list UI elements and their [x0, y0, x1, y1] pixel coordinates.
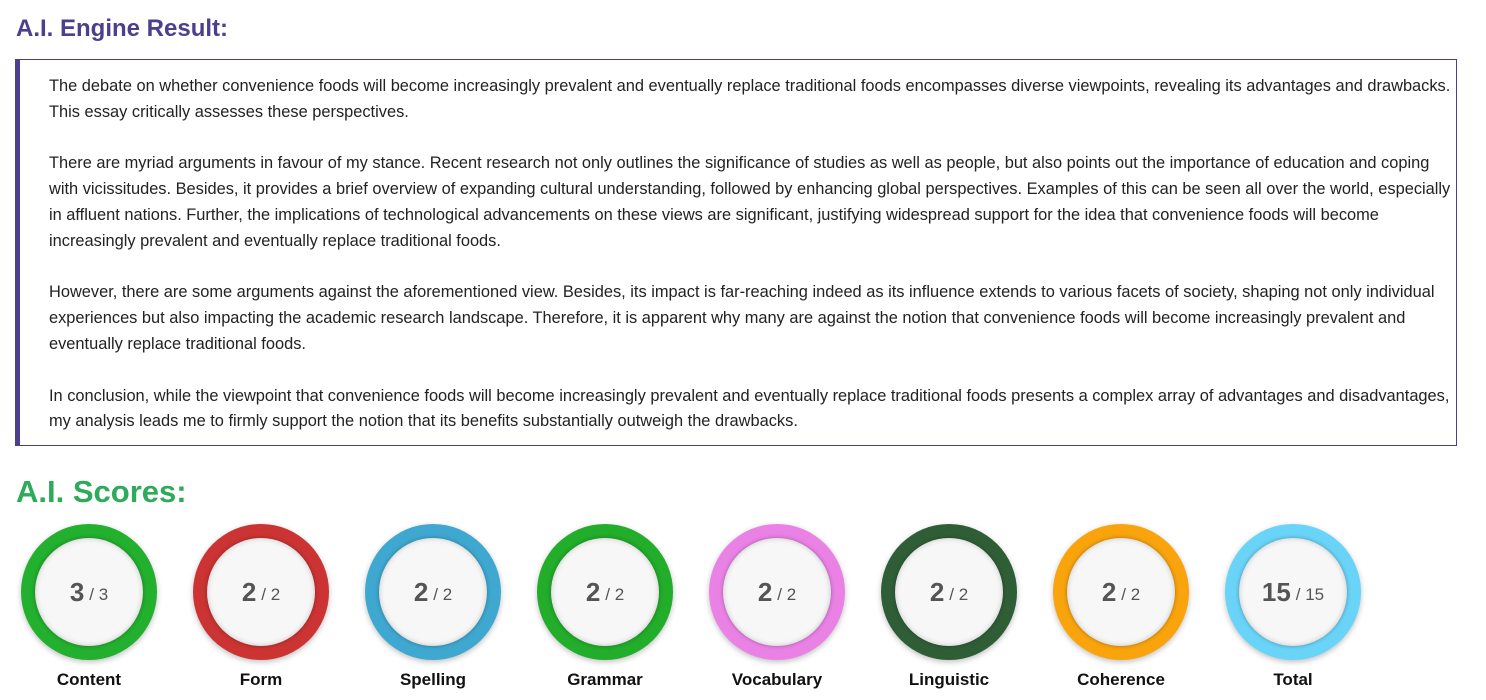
essay-paragraph: However, there are some arguments agains…	[49, 283, 1435, 353]
score-ring: 2/ 2	[193, 524, 329, 660]
score-label: Grammar	[567, 670, 643, 689]
score-circle: 2/ 2	[379, 538, 487, 646]
score-label: Vocabulary	[731, 670, 823, 689]
score-max: / 2	[1121, 585, 1141, 604]
score-circle: 2/ 2	[895, 538, 1003, 646]
score-ring: 2/ 2	[881, 524, 1017, 660]
score-value: 2	[1101, 576, 1117, 607]
score-label: Form	[239, 670, 283, 689]
essay-paragraph: The debate on whether convenience foods …	[49, 77, 1451, 121]
score-label: Total	[1273, 670, 1313, 689]
essay-box: The debate on whether convenience foods …	[15, 59, 1457, 446]
score-ring: 2/ 2	[365, 524, 501, 660]
essay-paragraph: In conclusion, while the viewpoint that …	[49, 386, 1450, 431]
score-max: / 2	[261, 585, 281, 604]
score-max: / 2	[605, 585, 625, 604]
score-circle: 2/ 2	[207, 538, 315, 646]
score-item: 2/ 2 Form	[193, 524, 329, 690]
score-label: Spelling	[399, 670, 467, 689]
score-ring: 3/ 3	[21, 524, 157, 660]
score-max: / 2	[433, 585, 453, 604]
score-label: Content	[56, 670, 122, 689]
score-max: / 15	[1295, 585, 1325, 604]
score-label: Linguistic	[908, 670, 990, 689]
scores-title: A.I. Scores:	[16, 474, 187, 509]
essay-paragraph: There are myriad arguments in favour of …	[49, 154, 1451, 250]
score-value: 3	[69, 576, 85, 607]
score-item: 2/ 2 Spelling	[365, 524, 501, 690]
score-value: 2	[757, 576, 773, 607]
score-item: 15/ 15 Total	[1225, 524, 1361, 690]
score-value: 2	[929, 576, 945, 607]
score-ring: 2/ 2	[709, 524, 845, 660]
score-item: 2/ 2 Vocabulary	[709, 524, 845, 690]
score-value: 2	[585, 576, 601, 607]
score-circle: 2/ 2	[1067, 538, 1175, 646]
score-item: 3/ 3 Content	[21, 524, 157, 690]
result-title: A.I. Engine Result:	[16, 15, 229, 42]
score-ring: 2/ 2	[1053, 524, 1189, 660]
score-circle: 3/ 3	[35, 538, 143, 646]
score-item: 2/ 2 Coherence	[1053, 524, 1189, 690]
score-circle: 15/ 15	[1239, 538, 1347, 646]
score-value: 15	[1261, 576, 1291, 607]
score-circle: 2/ 2	[723, 538, 831, 646]
score-max: / 3	[89, 585, 109, 604]
score-item: 2/ 2 Linguistic	[881, 524, 1017, 690]
score-max: / 2	[777, 585, 797, 604]
score-ring: 15/ 15	[1225, 524, 1361, 660]
score-circle: 2/ 2	[551, 538, 659, 646]
score-value: 2	[241, 576, 257, 607]
score-value: 2	[413, 576, 429, 607]
score-max: / 2	[949, 585, 969, 604]
score-item: 2/ 2 Grammar	[537, 524, 673, 690]
score-ring: 2/ 2	[537, 524, 673, 660]
score-label: Coherence	[1077, 670, 1165, 689]
